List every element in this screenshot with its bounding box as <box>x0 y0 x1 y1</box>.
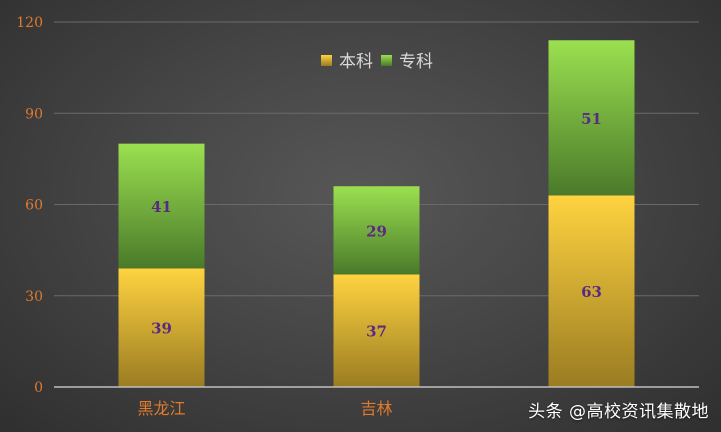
data-labels: 39 41 37 29 63 51 <box>151 110 602 341</box>
bars <box>118 40 635 387</box>
legend-label: 专科 <box>399 52 433 72</box>
legend-label: 本科 <box>339 52 373 72</box>
x-category-label: 黑龙江 <box>137 399 185 418</box>
data-label: 37 <box>366 323 387 341</box>
legend: 本科 专科 <box>321 52 433 72</box>
bar-segment <box>333 186 420 275</box>
axes: 0 30 60 90 120 黑龙江 吉林 <box>16 15 699 418</box>
data-label: 51 <box>581 110 602 128</box>
y-tick-label: 30 <box>25 289 43 305</box>
y-tick-label: 90 <box>25 106 43 122</box>
y-tick-label: 0 <box>34 380 43 396</box>
y-tick-label: 60 <box>25 198 43 214</box>
y-tick-label: 120 <box>16 15 43 31</box>
legend-swatch <box>381 55 392 66</box>
bar-segment <box>548 195 635 387</box>
legend-swatch <box>321 55 332 66</box>
bar-segment <box>548 40 635 196</box>
bar-segment <box>118 268 205 387</box>
data-label: 63 <box>581 283 602 301</box>
data-label: 41 <box>151 198 172 216</box>
bar-segment <box>333 274 420 387</box>
data-label: 29 <box>366 222 387 240</box>
watermark: 头条 @高校资讯集散地 <box>528 402 709 422</box>
bar-segment <box>118 143 205 269</box>
x-category-label: 吉林 <box>360 399 392 418</box>
data-label: 39 <box>151 320 172 338</box>
